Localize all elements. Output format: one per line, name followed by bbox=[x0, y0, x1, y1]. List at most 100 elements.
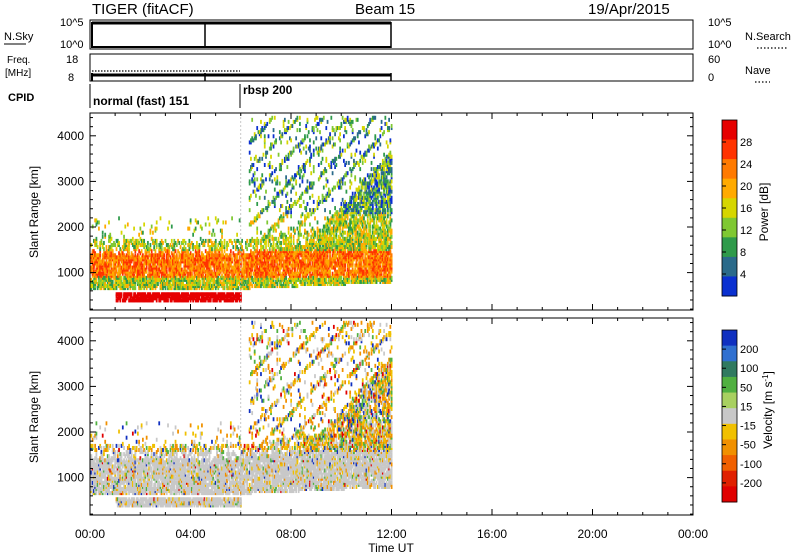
echo-cell bbox=[339, 230, 341, 235]
echo-cell bbox=[353, 210, 355, 215]
echo-cell bbox=[334, 269, 336, 274]
echo-cell bbox=[281, 134, 284, 139]
echo-cell bbox=[262, 128, 265, 133]
echo-cell bbox=[351, 247, 354, 252]
echo-cell bbox=[322, 197, 325, 202]
echo-cell bbox=[356, 210, 359, 215]
echo-cell bbox=[346, 115, 349, 120]
echo-cell bbox=[239, 257, 242, 262]
echo-cell bbox=[198, 296, 201, 301]
echo-cell bbox=[177, 277, 179, 282]
echo-cell bbox=[300, 204, 303, 209]
echo-cell bbox=[354, 245, 357, 250]
echo-cell bbox=[184, 286, 187, 291]
echo-cell bbox=[280, 140, 282, 145]
echo-cell bbox=[170, 294, 173, 299]
echo-cell bbox=[329, 140, 331, 145]
echo-cell bbox=[368, 222, 370, 227]
echo-cell bbox=[304, 247, 306, 252]
echo-cell bbox=[191, 279, 193, 284]
echo-cell bbox=[312, 240, 315, 245]
echo-cell bbox=[157, 253, 159, 258]
echo-cell bbox=[160, 257, 163, 262]
echo-cell bbox=[213, 284, 216, 289]
echo-cell bbox=[350, 259, 353, 264]
echo-cell bbox=[252, 253, 255, 258]
echo-cell bbox=[275, 273, 277, 278]
echo-cell bbox=[128, 259, 130, 264]
echo-cell bbox=[312, 140, 315, 145]
echo-cell bbox=[114, 269, 117, 274]
echo-cell bbox=[148, 265, 151, 270]
echo-cell bbox=[258, 273, 261, 278]
echo-cell bbox=[335, 236, 338, 241]
echo-cell bbox=[296, 240, 299, 245]
echo-cell bbox=[281, 253, 284, 258]
echo-cell bbox=[185, 282, 188, 287]
echo-cell bbox=[257, 277, 260, 282]
echo-cell bbox=[105, 253, 108, 258]
echo-cell bbox=[226, 277, 228, 282]
echo-cell bbox=[149, 228, 152, 233]
echo-cell bbox=[229, 269, 232, 274]
echo-cell bbox=[150, 249, 153, 254]
echo-cell bbox=[270, 271, 272, 276]
echo-cell bbox=[160, 251, 163, 256]
echo-cell bbox=[142, 298, 144, 303]
echo-cell bbox=[322, 251, 325, 256]
echo-cell bbox=[354, 220, 357, 225]
echo-cell bbox=[214, 265, 217, 270]
echo-cell bbox=[179, 257, 182, 262]
echo-cell bbox=[185, 298, 188, 303]
echo-cell bbox=[170, 224, 173, 229]
echo-cell bbox=[226, 269, 228, 274]
echo-cell bbox=[203, 257, 206, 262]
echo-cell bbox=[124, 269, 127, 274]
echo-cell bbox=[236, 296, 238, 301]
echo-cell bbox=[211, 273, 213, 278]
echo-cell bbox=[158, 298, 161, 303]
echo-cell bbox=[360, 208, 363, 213]
echo-cell bbox=[314, 216, 316, 221]
echo-cell bbox=[355, 251, 358, 256]
echo-cell bbox=[350, 238, 353, 243]
echo-cell bbox=[187, 275, 189, 280]
echo-cell bbox=[115, 265, 118, 270]
echo-cell bbox=[197, 220, 200, 225]
echo-cell bbox=[322, 226, 325, 231]
echo-cell bbox=[103, 251, 105, 256]
echo-cell bbox=[336, 282, 339, 287]
echo-cell bbox=[261, 128, 264, 133]
echo-cell bbox=[354, 269, 357, 274]
echo-cell bbox=[366, 191, 369, 196]
echo-cell bbox=[253, 171, 256, 176]
echo-cell bbox=[207, 238, 210, 243]
echo-cell bbox=[123, 298, 125, 303]
echo-cell bbox=[334, 226, 336, 231]
echo-cell bbox=[341, 228, 344, 233]
echo-cell bbox=[341, 222, 344, 227]
echo-cell bbox=[197, 265, 200, 270]
echo-cell bbox=[260, 273, 262, 278]
echo-cell bbox=[109, 255, 112, 260]
echo-cell bbox=[345, 212, 348, 217]
echo-cell bbox=[354, 253, 357, 258]
echo-cell bbox=[351, 267, 354, 272]
echo-cell bbox=[304, 165, 306, 170]
echo-cell bbox=[142, 238, 144, 243]
echo-cell bbox=[154, 261, 157, 266]
echo-cell bbox=[120, 269, 123, 274]
echo-cell bbox=[130, 284, 133, 289]
echo-cell bbox=[346, 171, 349, 176]
echo-cell bbox=[336, 216, 339, 221]
echo-cell bbox=[366, 204, 369, 209]
echo-cell bbox=[177, 294, 179, 299]
echo-cell bbox=[302, 273, 305, 278]
echo-cell bbox=[228, 269, 231, 274]
echo-cell bbox=[126, 279, 129, 284]
echo-cell bbox=[145, 265, 148, 270]
echo-cell bbox=[202, 267, 205, 272]
echo-cell bbox=[103, 267, 105, 272]
echo-cell bbox=[191, 259, 193, 264]
echo-cell bbox=[118, 255, 120, 260]
